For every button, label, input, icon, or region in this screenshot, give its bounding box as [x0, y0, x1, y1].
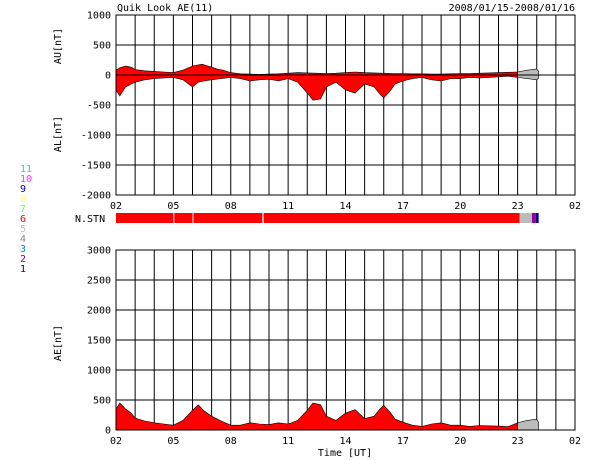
legend-entry: 10 — [20, 174, 32, 185]
y-tick-label: 3000 — [87, 246, 111, 257]
x-tick-label: 14 — [339, 201, 351, 212]
plot-title: Quik Look AE(11) — [117, 3, 213, 14]
nstn-segment — [174, 213, 193, 223]
x-tick-label: 23 — [512, 436, 524, 447]
x-tick-label: 11 — [282, 201, 294, 212]
legend-entry: 8 — [20, 194, 26, 205]
nstn-bar — [116, 213, 539, 223]
nstn-segment — [193, 213, 263, 223]
x-tick-label: 11 — [282, 436, 294, 447]
y-tick-label: 0 — [105, 71, 111, 82]
nstn-segment — [531, 213, 536, 223]
y-axis-label-au: AU[nT] — [53, 28, 64, 64]
y-tick-label: 2500 — [87, 276, 111, 287]
y-tick-label: 500 — [93, 396, 111, 407]
nstn-segment — [263, 213, 520, 223]
legend-entry: 1 — [20, 264, 26, 275]
x-tick-label: 05 — [167, 436, 179, 447]
nstn-segment — [116, 213, 174, 223]
x-tick-label: 17 — [397, 436, 409, 447]
x-tick-label: 20 — [454, 436, 466, 447]
nstn-segment — [535, 213, 539, 223]
nstn-segment — [519, 213, 532, 223]
x-tick-label: 08 — [225, 201, 237, 212]
legend-entry: 7 — [20, 204, 26, 215]
x-tick-label: 14 — [339, 436, 351, 447]
legend-entry: 5 — [20, 224, 26, 235]
date-range: 2008/01/15-2008/01/16 — [449, 3, 575, 14]
legend-entry: 6 — [20, 214, 26, 225]
legend-entry: 11 — [20, 164, 32, 175]
legend-entry: 2 — [20, 254, 26, 265]
y-tick-label: -1500 — [81, 161, 111, 172]
series-al-area — [115, 74, 518, 101]
x-tick-label: 05 — [167, 201, 179, 212]
x-tick-label: 08 — [225, 436, 237, 447]
x-tick-label: 02 — [110, 201, 122, 212]
y-tick-label: 1000 — [87, 366, 111, 377]
x-tick-label: 23 — [512, 201, 524, 212]
series-au-partial — [517, 68, 539, 76]
x-tick-label: 02 — [110, 436, 122, 447]
series-ae-partial — [517, 418, 539, 431]
x-tick-label: 20 — [454, 201, 466, 212]
y-tick-label: 0 — [105, 426, 111, 437]
x-tick-label: 02 — [569, 436, 581, 447]
y-tick-label: 1500 — [87, 336, 111, 347]
y-tick-label: -500 — [87, 101, 111, 112]
x-tick-label: 02 — [569, 201, 581, 212]
nstn-label: N.STN — [75, 214, 105, 225]
series-al-partial — [517, 74, 539, 81]
plot-frame — [115, 249, 576, 431]
y-axis-label-al: AL[nT] — [53, 116, 64, 152]
x-axis-label: Time [UT] — [318, 448, 372, 459]
legend-entry: 9 — [20, 184, 26, 195]
y-tick-label: 2000 — [87, 306, 111, 317]
y-tick-label: 1000 — [87, 11, 111, 22]
y-axis-label-ae: AE[nT] — [53, 325, 64, 361]
y-tick-label: -1000 — [81, 131, 111, 142]
series-ae-area — [115, 402, 518, 431]
x-tick-label: 17 — [397, 201, 409, 212]
legend-entry: 4 — [20, 234, 26, 245]
legend-entry: 3 — [20, 244, 26, 255]
plot-frame — [115, 14, 576, 196]
y-tick-label: -2000 — [81, 191, 111, 202]
series-au-area — [115, 63, 518, 76]
y-tick-label: 500 — [93, 41, 111, 52]
